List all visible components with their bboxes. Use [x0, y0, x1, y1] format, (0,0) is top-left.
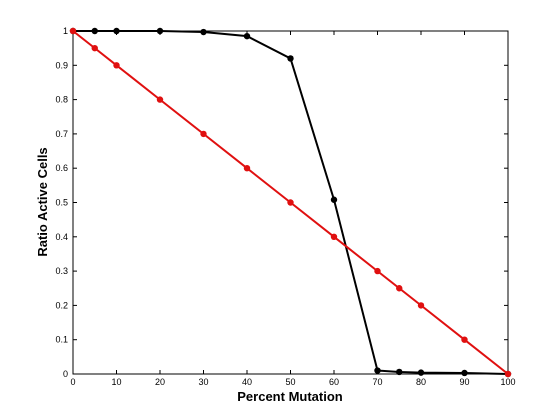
y-tick-label: 0 [63, 369, 68, 379]
y-tick-label: 0.4 [55, 232, 68, 242]
data-point [331, 234, 337, 240]
y-tick-label: 0.3 [55, 266, 68, 276]
x-tick-label: 20 [155, 377, 165, 387]
x-tick-label: 80 [416, 377, 426, 387]
data-point [157, 96, 163, 102]
data-point [331, 197, 337, 203]
y-tick-label: 0.8 [55, 95, 68, 105]
data-point [200, 131, 206, 137]
data-point [374, 268, 380, 274]
data-point [505, 371, 511, 377]
data-point [244, 33, 250, 39]
y-tick-label: 0.9 [55, 60, 68, 70]
data-point [418, 369, 424, 375]
data-point [113, 62, 119, 68]
y-tick-label: 0.2 [55, 300, 68, 310]
y-tick-label: 0.7 [55, 129, 68, 139]
data-point [396, 369, 402, 375]
x-tick-label: 0 [70, 377, 75, 387]
x-tick-label: 70 [372, 377, 382, 387]
x-tick-label: 40 [242, 377, 252, 387]
x-tick-label: 100 [500, 377, 515, 387]
data-point [418, 302, 424, 308]
data-point [92, 45, 98, 51]
data-point [396, 285, 402, 291]
data-point [374, 367, 380, 373]
y-axis-title: Ratio Active Cells [35, 147, 50, 256]
data-point [113, 28, 119, 34]
x-tick-label: 10 [111, 377, 121, 387]
data-point [157, 28, 163, 34]
data-point [244, 165, 250, 171]
y-tick-label: 1 [63, 26, 68, 36]
data-point [461, 370, 467, 376]
x-tick-label: 30 [198, 377, 208, 387]
data-point [70, 28, 76, 34]
y-tick-label: 0.1 [55, 335, 68, 345]
data-point [461, 337, 467, 343]
data-point [287, 55, 293, 61]
y-tick-label: 0.5 [55, 198, 68, 208]
x-tick-label: 50 [285, 377, 295, 387]
y-tick-label: 0.6 [55, 163, 68, 173]
data-point [92, 28, 98, 34]
x-tick-label: 60 [329, 377, 339, 387]
x-tick-label: 90 [459, 377, 469, 387]
x-axis-title: Percent Mutation [237, 389, 343, 404]
data-point [287, 199, 293, 205]
data-point [200, 29, 206, 35]
